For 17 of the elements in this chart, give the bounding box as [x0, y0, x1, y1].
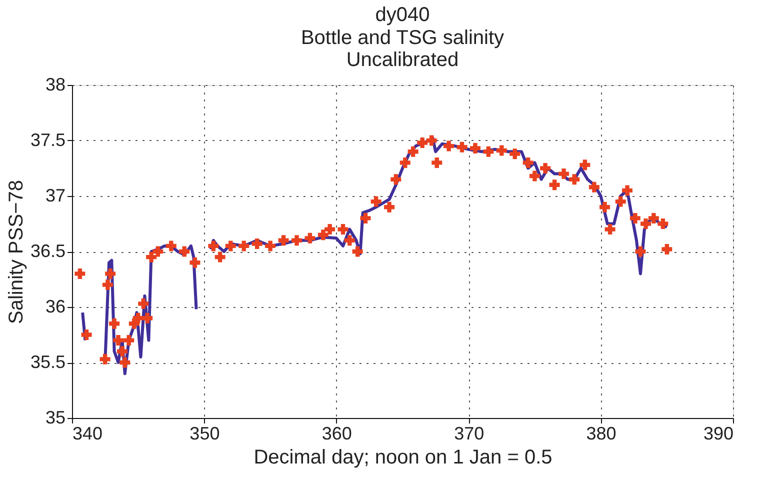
x-tick-label: 340 — [72, 424, 103, 444]
x-tick-label: 370 — [454, 424, 484, 444]
y-tick-label: 35.5 — [30, 352, 66, 372]
x-axis-title: Decimal day; noon on 1 Jan = 0.5 — [254, 446, 552, 468]
x-tick-label: 380 — [586, 424, 616, 444]
chart-subtitle: Bottle and TSG salinity Uncalibrated — [300, 27, 504, 71]
x-tick-label: 360 — [322, 424, 352, 444]
y-tick-label: 37.5 — [30, 130, 66, 150]
y-tick-label: 36.5 — [30, 241, 66, 261]
y-tick-label: 36 — [45, 296, 66, 316]
y-tick-label: 38 — [45, 74, 66, 94]
y-tick-label: 35 — [45, 408, 66, 428]
chart-title: dy040 — [375, 4, 430, 26]
y-tick-label: 37 — [45, 186, 66, 206]
x-tick-label: 350 — [190, 424, 220, 444]
x-tick-label: 390 — [703, 424, 734, 444]
y-axis-title: Salinity PSS−78 — [5, 180, 28, 324]
